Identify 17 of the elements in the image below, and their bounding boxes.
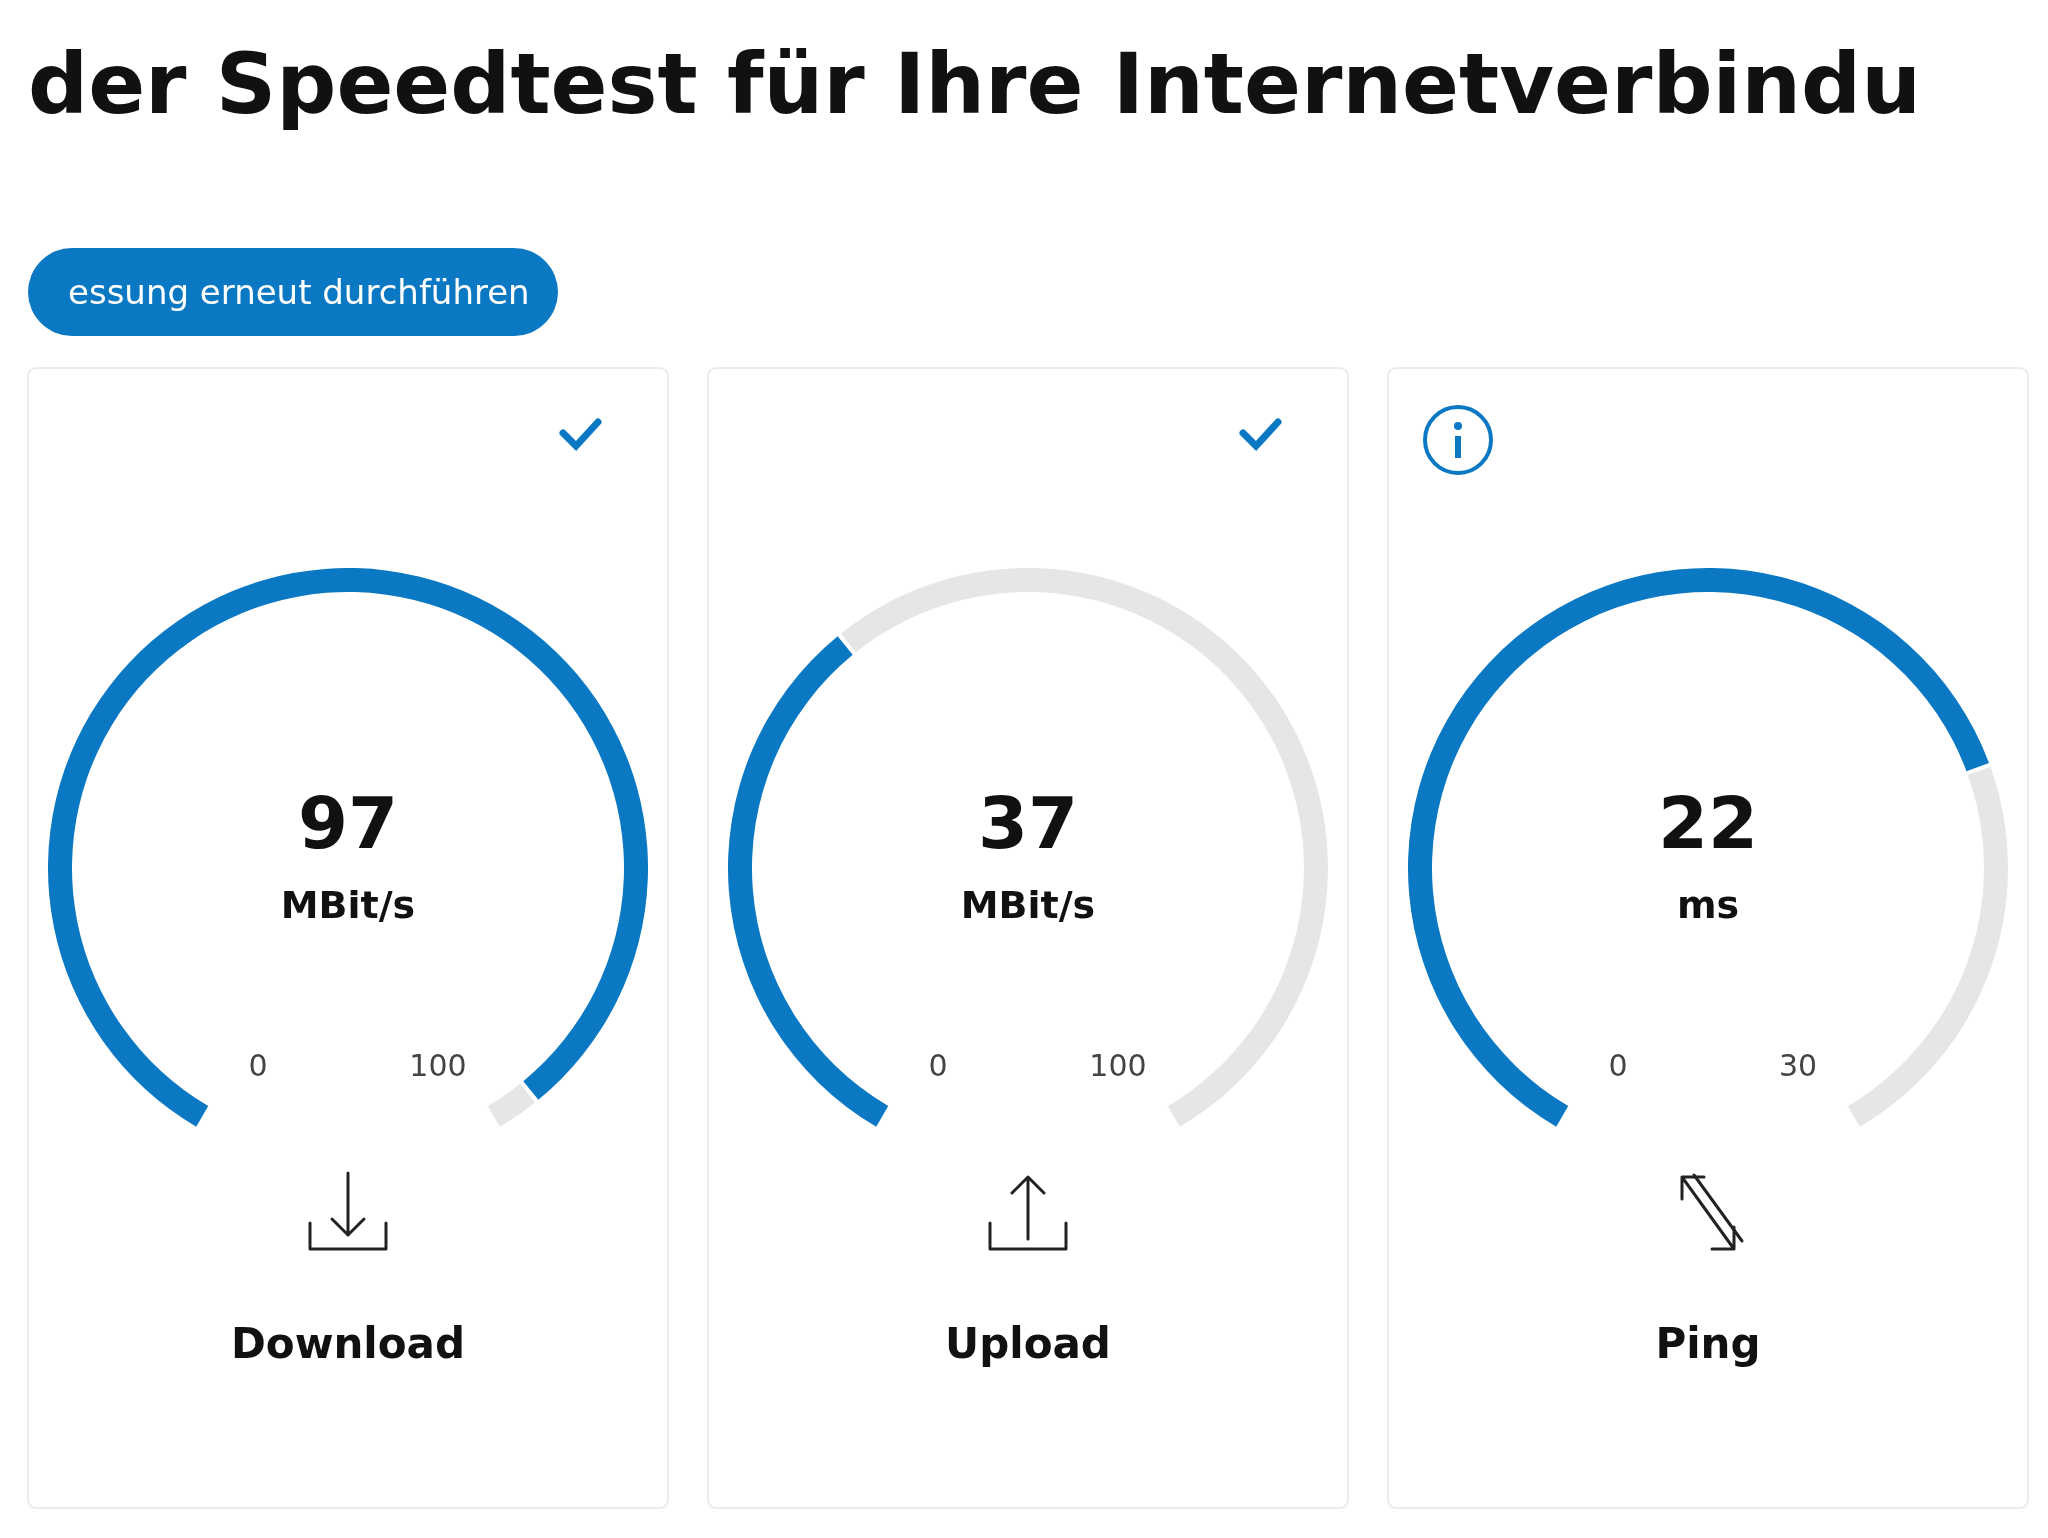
text: 0 xyxy=(928,1047,948,1083)
text: Ping xyxy=(1655,1319,1761,1368)
text: 22 xyxy=(1657,781,1759,865)
text: 97 xyxy=(297,781,399,865)
text: der Speedtest für Ihre Internetverbindu xyxy=(28,35,1922,133)
text: 0 xyxy=(1608,1047,1628,1083)
text: 100 xyxy=(1089,1047,1147,1083)
text: essung erneut durchführen xyxy=(68,272,530,312)
text: 30 xyxy=(1778,1047,1818,1083)
text: MBit/s xyxy=(280,883,416,927)
text: MBit/s xyxy=(960,883,1096,927)
text: ms xyxy=(1676,883,1740,927)
text: 100 xyxy=(409,1047,467,1083)
text: 0 xyxy=(248,1047,268,1083)
text: Upload xyxy=(945,1319,1111,1368)
text: 37 xyxy=(977,781,1079,865)
text: Download xyxy=(230,1319,466,1368)
